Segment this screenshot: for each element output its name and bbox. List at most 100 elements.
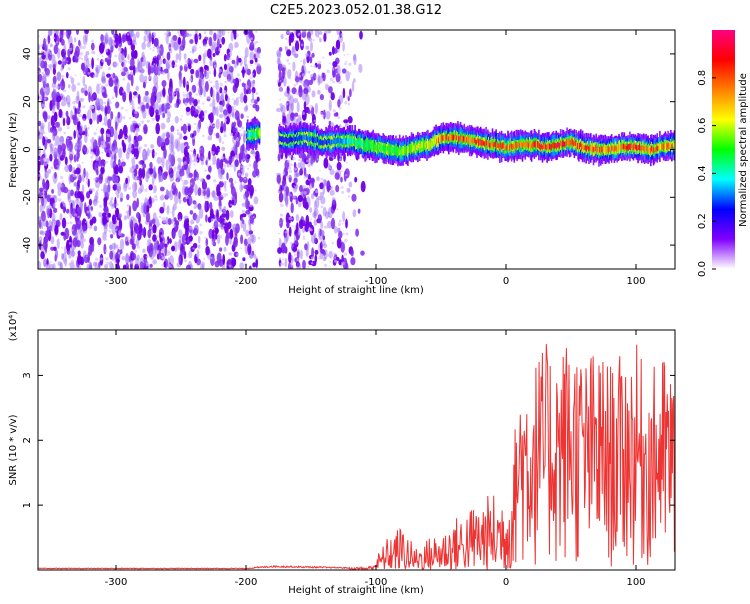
noise-speck [89,262,93,273]
noise-speck [200,95,202,97]
noise-speck [97,58,100,61]
noise-speck [61,247,63,249]
noise-speck [249,45,254,50]
noise-speck [136,255,140,261]
noise-speck [307,187,309,189]
noise-speck [234,225,236,227]
noise-speck [108,230,111,233]
noise-speck [308,110,311,114]
noise-speck [241,185,244,190]
noise-speck [242,213,247,217]
noise-speck [90,146,93,149]
noise-speck [309,156,311,158]
noise-speck [115,229,118,232]
noise-speck [194,225,199,235]
noise-speck [343,241,345,243]
noise-speck [214,65,217,68]
noise-speck [155,123,160,135]
noise-speck [146,40,148,42]
noise-speck [198,36,201,39]
noise-speck [285,170,288,177]
noise-speck [189,155,192,166]
noise-speck [323,244,327,248]
noise-speck [152,182,154,184]
noise-speck [167,205,170,215]
noise-speck [125,211,128,214]
noise-speck [344,63,347,66]
noise-speck [140,57,143,62]
noise-speck [77,83,80,86]
noise-speck [101,141,104,144]
noise-speck [332,68,335,71]
noise-speck [354,177,357,183]
noise-speck [141,178,143,180]
noise-speck [303,236,305,238]
noise-speck [69,207,72,219]
noise-speck [67,61,69,63]
noise-speck [96,98,100,107]
noise-speck [133,65,135,76]
noise-speck [294,254,296,256]
noise-speck [146,170,150,179]
noise-speck [359,31,363,40]
noise-speck [138,181,140,183]
noise-speck [111,206,114,209]
noise-speck [66,95,71,105]
noise-speck [239,262,244,269]
noise-speck [145,91,148,103]
noise-speck [74,182,78,187]
noise-speck [209,37,213,46]
noise-speck [79,148,81,150]
noise-speck [76,100,78,102]
noise-speck [67,144,72,151]
noise-speck [358,64,362,73]
noise-speck [309,207,312,213]
noise-speck [136,93,139,98]
noise-speck [223,225,225,227]
noise-speck [54,143,57,146]
noise-speck [303,59,306,66]
noise-speck [184,187,189,195]
noise-speck [349,88,352,97]
noise-speck [297,249,300,252]
noise-speck [198,156,200,158]
noise-speck [179,236,182,246]
noise-speck [44,43,48,48]
noise-speck [101,189,103,191]
noise-speck [154,56,156,58]
noise-speck [315,76,317,78]
noise-speck [86,171,89,180]
noise-speck [342,68,347,73]
noise-speck [103,197,107,203]
noise-speck [66,72,69,78]
noise-speck [183,77,186,88]
noise-speck [229,57,232,60]
noise-speck [280,214,283,217]
noise-speck [57,240,60,243]
noise-speck [162,80,167,87]
noise-speck [238,58,241,63]
noise-speck [183,94,186,97]
noise-speck [157,157,162,164]
noise-speck [76,167,81,174]
noise-speck [125,178,128,184]
noise-speck [57,72,62,82]
noise-speck [180,118,183,121]
noise-speck [320,94,324,100]
noise-speck [205,58,207,60]
noise-speck [102,71,106,83]
noise-speck [290,242,293,245]
noise-speck [229,72,231,74]
noise-speck [111,26,114,35]
noise-speck [214,111,217,114]
noise-speck [252,262,256,267]
noise-speck [124,60,127,63]
noise-speck [121,107,124,110]
noise-speck [78,259,82,264]
noise-speck [243,158,245,160]
noise-speck [238,120,242,128]
noise-speck [297,102,300,113]
noise-speck [117,112,120,119]
noise-speck [121,53,125,60]
